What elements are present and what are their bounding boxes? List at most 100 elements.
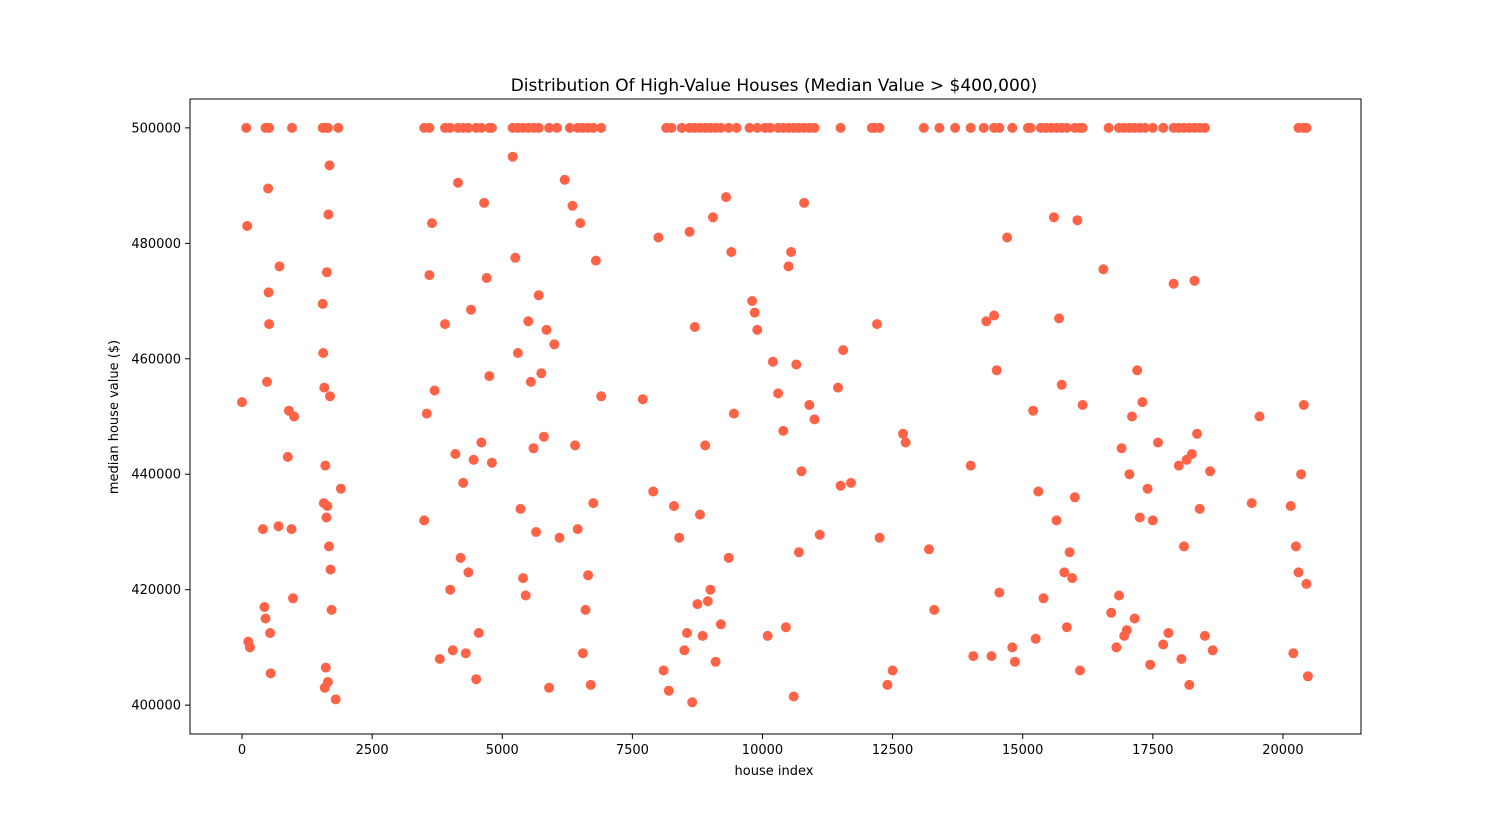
data-point (715, 619, 726, 630)
data-point (1025, 122, 1036, 133)
data-point (1106, 607, 1117, 618)
data-point (1030, 633, 1041, 644)
data-point (968, 651, 979, 662)
data-point (510, 252, 521, 263)
x-tick-label: 15000 (1002, 743, 1043, 758)
data-point (263, 287, 274, 298)
data-point (728, 408, 739, 419)
data-point (1067, 573, 1078, 584)
data-point (460, 648, 471, 659)
data-point (427, 218, 437, 229)
data-point (1051, 515, 1062, 526)
data-point (1137, 397, 1148, 408)
data-point (796, 466, 807, 477)
data-point (544, 682, 555, 693)
data-point (286, 524, 297, 535)
y-tick-label: 480000 (131, 237, 181, 252)
data-point (1246, 498, 1257, 509)
data-point (588, 122, 599, 133)
data-point (1009, 656, 1020, 667)
data-point (1176, 654, 1187, 664)
chart-title: Distribution Of High-Value Houses (Media… (511, 76, 1038, 96)
data-point (289, 411, 300, 422)
data-point (887, 665, 898, 676)
data-point (749, 307, 760, 318)
data-point (321, 512, 332, 523)
data-point (455, 552, 466, 563)
data-point (669, 501, 679, 511)
data-point (544, 122, 555, 133)
data-point (1301, 578, 1312, 589)
data-point (692, 599, 703, 610)
data-point (1207, 645, 1218, 656)
data-point (538, 431, 549, 442)
x-tick-label: 12500 (872, 743, 913, 758)
data-point (324, 541, 334, 552)
data-point (708, 212, 718, 223)
data-point (715, 122, 726, 133)
data-point (663, 685, 674, 696)
data-point (564, 122, 575, 133)
data-point (533, 122, 544, 133)
data-point (1301, 122, 1312, 133)
data-point (318, 348, 329, 358)
data-point (525, 376, 536, 387)
data-point (259, 602, 270, 612)
data-point (648, 486, 659, 497)
data-point (335, 483, 346, 494)
data-point (471, 674, 482, 685)
data-point (1254, 411, 1265, 422)
data-point (1142, 483, 1153, 494)
data-point (674, 532, 685, 543)
data-point (1153, 437, 1163, 448)
data-point (1114, 590, 1124, 601)
data-point (536, 368, 547, 379)
data-point (421, 408, 432, 419)
x-tick-label: 10000 (742, 743, 783, 758)
data-point (835, 480, 846, 491)
data-point (934, 122, 945, 133)
data-point (559, 174, 570, 185)
data-point (531, 527, 542, 537)
data-point (1147, 515, 1158, 526)
data-point (319, 382, 330, 393)
data-point (653, 232, 664, 243)
data-point (1140, 122, 1150, 133)
data-point (541, 324, 552, 335)
data-point (320, 460, 331, 471)
data-point (518, 573, 529, 584)
data-point (838, 345, 849, 356)
data-point (994, 122, 1005, 133)
data-point (260, 613, 271, 624)
data-point (445, 122, 456, 133)
data-point (424, 122, 435, 133)
data-point (986, 651, 997, 662)
data-point (1302, 671, 1313, 682)
data-point (1059, 567, 1070, 578)
data-point (590, 255, 601, 266)
plot-area-frame (189, 98, 1362, 735)
y-tick-label: 420000 (131, 583, 181, 598)
data-point (793, 547, 804, 558)
data-point (317, 298, 328, 309)
data-point (765, 122, 776, 133)
data-point (322, 677, 333, 687)
data-point (264, 319, 275, 330)
data-point (929, 604, 940, 615)
data-point (773, 388, 784, 399)
data-point (1205, 466, 1216, 477)
data-point (453, 177, 463, 188)
data-point (572, 524, 583, 535)
data-point (264, 122, 275, 133)
data-point (1290, 541, 1301, 552)
data-point (282, 451, 293, 462)
data-point (1072, 215, 1083, 226)
data-point (981, 316, 992, 327)
data-point (520, 590, 531, 601)
data-point (1061, 122, 1072, 133)
data-point (476, 437, 487, 448)
data-point (658, 665, 669, 676)
data-point (321, 267, 332, 278)
data-point (325, 391, 335, 402)
data-point (1028, 405, 1039, 416)
